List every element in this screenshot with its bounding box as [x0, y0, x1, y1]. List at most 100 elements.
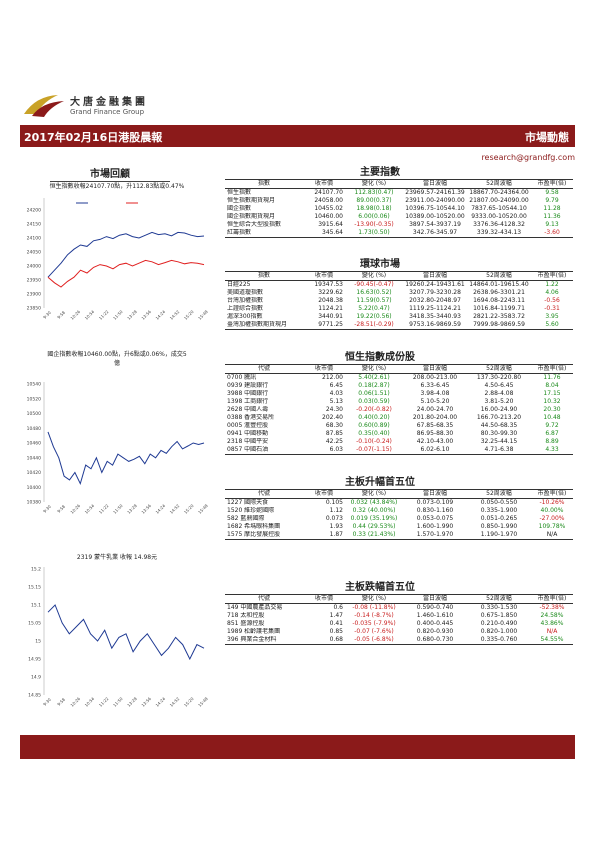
table-cell: 40.00% — [540, 507, 564, 514]
table-cell: 恒生指數 — [227, 189, 252, 196]
gainers-title: 主板升幅首五位 — [315, 473, 445, 490]
table-cell: 恒生綜合大型股指數 — [227, 221, 282, 228]
table-row: 恒生指數 24107.70 112.83(0.47) 23969.57-24161.3… — [225, 189, 573, 198]
x-tick-label: 11:22 — [98, 503, 110, 515]
table-cell: 1575 摩比發展控股 — [225, 531, 303, 540]
table-row: 582 藍鼎國際 0.073 0.019 (35.19%) 0.053-0.075 0.… — [225, 515, 573, 523]
x-tick-label: 10:26 — [69, 503, 81, 515]
table-row: 0939 建設銀行 6.45 0.18(2.87) 6.33-6.45 4.50-6.4… — [225, 382, 573, 390]
y-tick-label: 10420 — [27, 470, 41, 476]
table-cell: 0.06(1.51) — [358, 390, 390, 397]
x-tick-label: 10:54 — [84, 503, 96, 515]
table-cell: 0.44 (29.53%) — [352, 523, 396, 530]
column-header: 52周波幅 — [467, 594, 531, 604]
y-tick-label: 23850 — [27, 306, 41, 312]
table-cell: 7837.65-10544.10 — [471, 205, 527, 212]
table-cell: -52.38% — [539, 604, 565, 611]
x-tick-label: 9:30 — [42, 697, 52, 707]
x-tick-label: 9:30 — [42, 310, 52, 320]
table-cell: 1.47 — [329, 612, 343, 619]
contact-email[interactable]: research@grandfg.com — [481, 153, 575, 162]
table-cell: 紅籌指數 — [225, 229, 303, 238]
table-cell: 0.68 — [303, 636, 345, 645]
y-tick-label: 15.05 — [28, 621, 41, 627]
column-header: 收市價 — [303, 271, 345, 281]
table-cell: 3915.64 — [318, 221, 343, 228]
y-tick-label: 23950 — [27, 278, 41, 284]
report-category: 市場動態 — [525, 131, 569, 144]
table-row: 3988 中國銀行 4.03 0.06(1.51) 3.98-4.08 2.88-4.0… — [225, 390, 573, 398]
table-row: 1682 希瑪眼科集團 1.93 0.44 (29.53%) 1.600-1.990 0… — [225, 523, 573, 531]
table-cell: 16.63(0.52) — [356, 289, 392, 296]
table-cell: 上證綜合指數 — [227, 305, 264, 312]
table-cell: -0.56 — [544, 297, 560, 304]
table-cell: 24107.70 — [314, 189, 343, 196]
table-cell: 2638.96-3301.21 — [473, 289, 525, 296]
x-tick-label: 9:58 — [56, 310, 66, 320]
table-cell: 6.87 — [545, 430, 559, 437]
table-cell: 0.675-1.850 — [480, 612, 518, 619]
table-cell: 5.10-5.20 — [420, 398, 450, 405]
table-cell: 80.30-99.30 — [480, 430, 518, 437]
column-header: 變化 (%) — [345, 179, 403, 189]
table-cell: 24.58% — [540, 612, 564, 619]
y-tick-label: 10520 — [27, 396, 41, 402]
table-cell: -0.05 (-6.8%) — [345, 636, 403, 645]
table-cell: 1016.84-1199.71 — [473, 305, 525, 312]
table-cell: 0.820-0.930 — [416, 628, 454, 635]
table-row: 日經225 19347.53 -90.45(-0.47) 19260.24-19431… — [225, 281, 573, 290]
stock-2319-intraday-chart: 15.2 15.15 15.1 15.05 15 14.95 14.9 14.859:30 9:… — [28, 567, 209, 708]
table-cell: 0.335-1.900 — [480, 507, 518, 514]
x-tick-label: 11:22 — [98, 309, 110, 321]
table-cell: 0.18(2.87) — [358, 382, 390, 389]
table-cell: 112.83(0.47) — [354, 189, 394, 196]
x-tick-label: 10:26 — [69, 696, 81, 708]
table-cell: -0.035 (-7.9%) — [352, 620, 396, 627]
column-header: 52周波幅 — [467, 179, 531, 189]
table-cell: 67.85-68.35 — [416, 422, 454, 429]
table-cell: 9753.16-9869.59 — [403, 321, 467, 330]
x-tick-label: 14:24 — [155, 503, 167, 515]
table-row: 0700 騰訊 212.00 5.40(2.61) 208.00-213.00 137.… — [225, 374, 573, 383]
table-cell: 18.98(0.18) — [356, 205, 392, 212]
logo-emblem-icon — [24, 95, 64, 117]
column-header: 收市價 — [303, 364, 345, 374]
x-tick-label: 15:48 — [197, 503, 209, 515]
table-cell: -10.26% — [539, 499, 565, 506]
table-cell: -28.51(-0.29) — [345, 321, 403, 330]
global-title: 環球市場 — [330, 255, 430, 272]
x-tick-label: 14:24 — [155, 309, 167, 321]
x-tick-label: 9:58 — [56, 504, 66, 514]
column-header: 收市價 — [303, 179, 345, 189]
gainers-table: 代號 收市價 變化 (%) 當日波幅 52周波幅 市盈率(倍) 1227 國際天食 0.105… — [225, 489, 573, 540]
table-cell: 32.25-44.15 — [480, 438, 518, 445]
table-cell: 339.32-434.13 — [467, 229, 531, 238]
table-cell: 國企指數期貨現月 — [227, 213, 276, 220]
table-cell: 19347.53 — [314, 281, 343, 288]
table-cell: -0.31 — [544, 305, 560, 312]
column-header: 52周波幅 — [467, 364, 531, 374]
table-cell: -0.10(-0.24) — [356, 438, 392, 445]
table-cell: 345.64 — [303, 229, 345, 238]
table-cell: 1.12 — [329, 507, 343, 514]
table-cell: 0.6 — [333, 604, 343, 611]
table-cell: 0.050-0.550 — [480, 499, 518, 506]
table-cell: 0.850-1.990 — [480, 523, 518, 530]
table-cell: 19260.24-19431.61 — [405, 281, 465, 288]
indices-title: 主要指數 — [330, 163, 430, 180]
table-row: 718 太和控股 1.47 -0.14 (-8.7%) 1.460-1.610 0.67… — [225, 612, 573, 620]
table-cell: 396 興業合金材料 — [225, 636, 303, 645]
table-cell: 10455.02 — [314, 205, 343, 212]
table-cell: 0.35(0.40) — [358, 430, 390, 437]
table-cell: 109.78% — [538, 523, 566, 530]
y-tick-label: 15 — [35, 639, 41, 645]
table-cell: -0.07(-1.15) — [345, 446, 403, 455]
table-cell: 3897.54-3937.19 — [409, 221, 461, 228]
table-cell: 3376.36-4128.32 — [473, 221, 525, 228]
table-cell: 4.50-6.45 — [484, 382, 514, 389]
column-header: 當日波幅 — [403, 594, 467, 604]
table-cell: 11.36 — [543, 213, 561, 220]
column-header: 變化 (%) — [345, 364, 403, 374]
y-tick-label: 14.95 — [28, 657, 41, 663]
global-table: 指數 收市價 變化 (%) 當日波幅 52周波幅 市盈率(倍) 日經225 19347.53 -… — [225, 271, 573, 330]
